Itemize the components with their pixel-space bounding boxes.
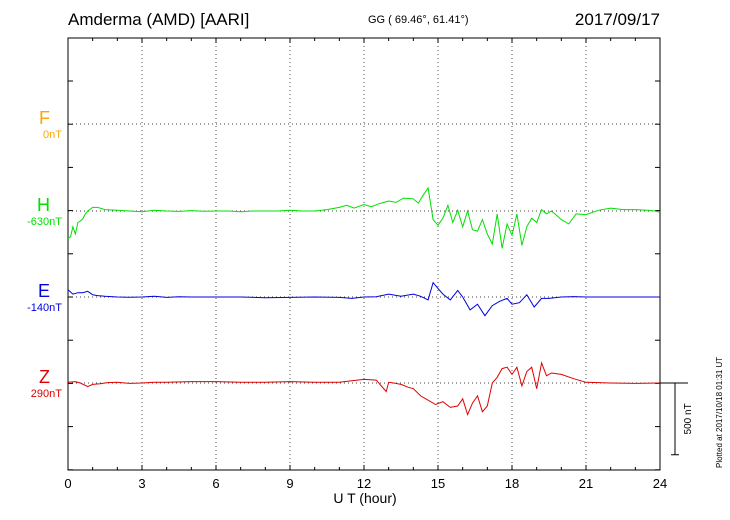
- x-tick-label: 21: [579, 476, 593, 491]
- component-letter-f: F: [39, 108, 50, 128]
- x-tick-label: 12: [357, 476, 371, 491]
- date-label: 2017/09/17: [574, 10, 660, 29]
- x-tick-label: 6: [212, 476, 219, 491]
- station-title: Amderma (AMD) [AARI]: [68, 10, 250, 29]
- scale-bar: 500 nT: [660, 382, 694, 456]
- component-letter-h: H: [37, 195, 50, 215]
- geographic-coords: GG ( 69.46°, 61.41°): [368, 14, 469, 26]
- series-line-z: [67, 361, 661, 417]
- plotted-note: Plotted at 2017/10/18 01:31 UT: [715, 356, 724, 468]
- component-baseline-f: 0nT: [43, 129, 62, 141]
- series-lines: [67, 186, 661, 417]
- component-letter-e: E: [37, 281, 50, 301]
- x-tick-label: 3: [138, 476, 145, 491]
- component-baseline-e: -140nT: [27, 302, 62, 314]
- x-tick-label: 9: [286, 476, 293, 491]
- series-line-e: [67, 281, 660, 317]
- component-letter-z: Z: [39, 367, 50, 387]
- x-tick-label: 0: [64, 476, 71, 491]
- axis-ticks: 0 3 6 9 12 15 18 21 24: [64, 38, 667, 491]
- grid: [68, 38, 660, 470]
- x-axis-label: U T (hour): [333, 490, 396, 506]
- x-tick-label: 24: [653, 476, 667, 491]
- component-baseline-z: 290nT: [30, 388, 62, 400]
- x-tick-label: 18: [505, 476, 519, 491]
- scale-bar-label: 500 nT: [683, 403, 694, 434]
- component-baseline-h: -630nT: [27, 216, 62, 228]
- x-tick-label: 15: [431, 476, 445, 491]
- series-line-h: [67, 186, 661, 249]
